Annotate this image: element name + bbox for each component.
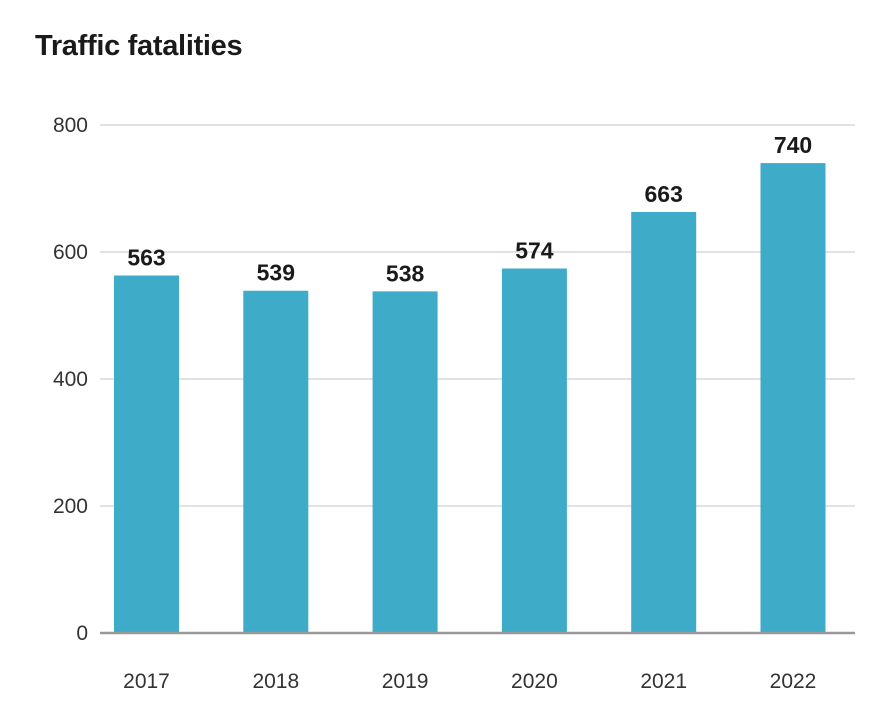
- bar-2018: [243, 290, 309, 633]
- x-tick-label: 2019: [382, 670, 429, 693]
- data-label: 740: [774, 132, 812, 158]
- x-axis-ticks: 2017 2018 2019 2020 2021 2022: [123, 670, 816, 693]
- data-label: 539: [257, 260, 295, 286]
- chart-title: Traffic fatalities: [35, 30, 243, 62]
- x-tick-label: 2021: [640, 670, 687, 693]
- bar-2017: [114, 275, 179, 633]
- bars: [114, 163, 826, 633]
- data-label: 663: [645, 181, 683, 207]
- x-tick-label: 2020: [511, 670, 558, 693]
- data-label: 563: [127, 244, 165, 270]
- y-tick-label: 400: [53, 368, 88, 391]
- bar-2021: [631, 211, 697, 633]
- data-label: 574: [515, 238, 554, 264]
- y-axis-ticks: 0 200 400 600 800: [53, 114, 88, 645]
- y-tick-label: 600: [53, 241, 88, 264]
- x-tick-label: 2018: [252, 670, 299, 693]
- y-tick-label: 0: [76, 622, 88, 645]
- y-tick-label: 200: [53, 495, 88, 518]
- data-labels: 563 539 538 574 663 740: [127, 132, 812, 286]
- bar-2020: [501, 268, 567, 633]
- y-tick-label: 800: [53, 114, 88, 137]
- gridlines: [100, 124, 855, 507]
- bar-2022: [760, 163, 826, 633]
- bar-2019: [372, 291, 438, 633]
- data-label: 538: [386, 260, 425, 286]
- x-tick-label: 2022: [770, 670, 817, 693]
- x-tick-label: 2017: [123, 670, 170, 693]
